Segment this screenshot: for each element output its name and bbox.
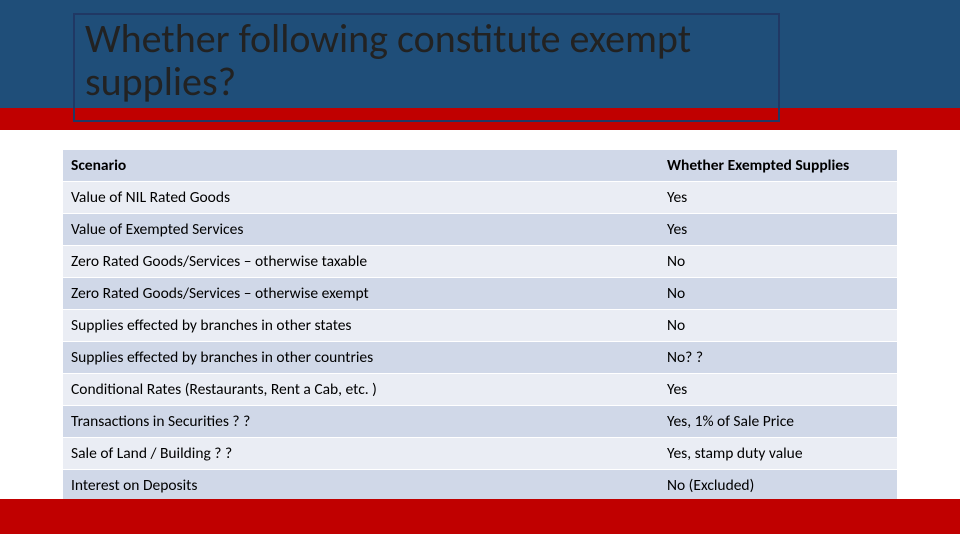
table-row: Conditional Rates (Restaurants, Rent a C… — [63, 374, 897, 406]
table-row: Supplies effected by branches in other c… — [63, 342, 897, 374]
table-row: Value of NIL Rated Goods Yes — [63, 182, 897, 214]
cell-scenario: Conditional Rates (Restaurants, Rent a C… — [63, 374, 659, 406]
cell-exempted: Yes, stamp duty value — [659, 438, 897, 470]
cell-exempted: No? ? — [659, 342, 897, 374]
col-header-scenario: Scenario — [63, 150, 659, 182]
table-header-row: Scenario Whether Exempted Supplies — [63, 150, 897, 182]
accent-bar-bottom — [0, 499, 960, 534]
table-row: Interest on Deposits No (Excluded) — [63, 470, 897, 502]
table-row: Supplies effected by branches in other s… — [63, 310, 897, 342]
table-row: Value of Exempted Services Yes — [63, 214, 897, 246]
cell-scenario: Supplies effected by branches in other c… — [63, 342, 659, 374]
table-row: Sale of Land / Building ? ? Yes, stamp d… — [63, 438, 897, 470]
cell-exempted: Yes — [659, 182, 897, 214]
cell-scenario: Zero Rated Goods/Services – otherwise ex… — [63, 278, 659, 310]
cell-scenario: Transactions in Securities ? ? — [63, 406, 659, 438]
slide: Whether following constitute exempt supp… — [0, 0, 960, 540]
cell-exempted: No — [659, 278, 897, 310]
cell-exempted: Yes, 1% of Sale Price — [659, 406, 897, 438]
table-row: Transactions in Securities ? ? Yes, 1% o… — [63, 406, 897, 438]
cell-exempted: Yes — [659, 374, 897, 406]
table-container: Scenario Whether Exempted Supplies Value… — [63, 150, 897, 502]
slide-title: Whether following constitute exempt supp… — [85, 17, 768, 103]
cell-exempted: Yes — [659, 214, 897, 246]
exempt-supplies-table: Scenario Whether Exempted Supplies Value… — [63, 150, 897, 502]
cell-scenario: Value of NIL Rated Goods — [63, 182, 659, 214]
title-frame: Whether following constitute exempt supp… — [73, 13, 780, 122]
cell-scenario: Supplies effected by branches in other s… — [63, 310, 659, 342]
cell-scenario: Sale of Land / Building ? ? — [63, 438, 659, 470]
cell-exempted: No — [659, 310, 897, 342]
table-row: Zero Rated Goods/Services – otherwise ta… — [63, 246, 897, 278]
cell-exempted: No — [659, 246, 897, 278]
cell-scenario: Value of Exempted Services — [63, 214, 659, 246]
cell-scenario: Interest on Deposits — [63, 470, 659, 502]
cell-scenario: Zero Rated Goods/Services – otherwise ta… — [63, 246, 659, 278]
col-header-exempted: Whether Exempted Supplies — [659, 150, 897, 182]
table-row: Zero Rated Goods/Services – otherwise ex… — [63, 278, 897, 310]
cell-exempted: No (Excluded) — [659, 470, 897, 502]
